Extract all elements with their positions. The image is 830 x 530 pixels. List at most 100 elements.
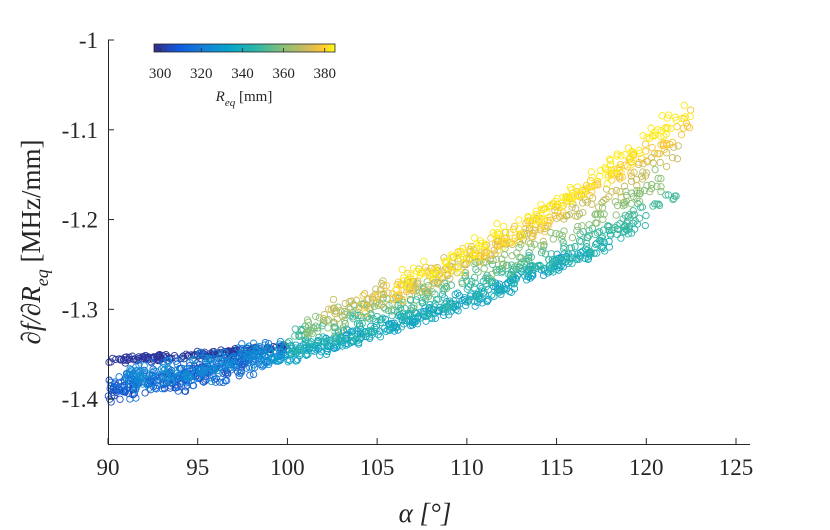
data-point xyxy=(243,344,251,352)
data-point xyxy=(560,227,568,235)
data-point xyxy=(591,211,599,219)
data-point xyxy=(331,324,339,332)
data-point xyxy=(585,251,594,259)
data-point xyxy=(654,174,662,183)
data-point xyxy=(541,264,549,273)
data-point xyxy=(228,359,236,368)
data-point xyxy=(529,230,538,238)
data-point xyxy=(438,282,446,290)
data-point xyxy=(234,344,242,352)
y-tick-label: -1.3 xyxy=(62,297,98,322)
data-point xyxy=(621,151,629,159)
data-point xyxy=(671,192,679,200)
data-point xyxy=(647,124,655,132)
data-point xyxy=(440,284,448,293)
data-point xyxy=(204,357,212,365)
data-point xyxy=(553,194,561,203)
data-point xyxy=(499,260,508,268)
data-point xyxy=(191,355,199,364)
data-point xyxy=(164,356,172,365)
data-point xyxy=(528,266,537,274)
data-point xyxy=(651,165,659,174)
data-point xyxy=(493,229,502,237)
data-point xyxy=(173,369,181,377)
data-point xyxy=(116,386,124,394)
y-tick-label: -1.2 xyxy=(62,208,98,233)
data-point xyxy=(500,228,509,236)
data-point xyxy=(617,152,625,160)
data-point xyxy=(199,368,207,376)
data-point xyxy=(637,172,646,180)
data-point xyxy=(661,125,669,133)
data-point xyxy=(627,161,635,169)
data-point xyxy=(593,239,601,247)
data-point xyxy=(623,219,631,227)
data-point xyxy=(367,310,375,318)
data-point xyxy=(488,260,497,268)
data-point xyxy=(128,352,137,360)
data-point xyxy=(588,183,596,191)
data-point xyxy=(506,228,514,237)
data-point xyxy=(530,240,539,248)
data-point xyxy=(247,351,256,359)
data-point xyxy=(493,234,502,242)
data-point xyxy=(382,281,391,290)
data-point xyxy=(641,221,649,230)
data-point xyxy=(140,353,149,361)
data-point xyxy=(606,155,614,163)
data-point xyxy=(341,299,349,308)
data-point xyxy=(617,234,625,242)
data-point xyxy=(399,313,407,321)
data-point xyxy=(341,307,349,316)
data-point xyxy=(111,378,119,386)
data-point xyxy=(532,264,541,272)
data-point xyxy=(319,333,327,341)
data-point xyxy=(510,279,519,288)
data-point xyxy=(543,216,552,225)
data-point xyxy=(598,243,606,251)
data-point xyxy=(306,343,314,352)
data-point xyxy=(423,312,431,320)
data-point xyxy=(197,348,205,356)
data-point xyxy=(276,355,284,363)
data-point xyxy=(261,338,269,347)
data-point xyxy=(323,346,331,354)
data-point xyxy=(392,286,400,294)
data-point xyxy=(554,261,562,269)
data-point xyxy=(603,180,611,188)
data-point xyxy=(471,302,479,310)
data-point xyxy=(171,367,180,375)
data-point xyxy=(495,282,503,290)
data-point xyxy=(174,383,182,391)
data-point xyxy=(662,162,671,171)
data-point xyxy=(414,277,422,285)
data-point xyxy=(522,269,531,277)
data-point xyxy=(655,150,663,158)
data-point xyxy=(592,240,600,248)
data-point xyxy=(413,292,422,300)
data-point xyxy=(627,169,635,177)
data-point xyxy=(558,235,566,243)
data-point xyxy=(152,385,161,393)
data-point xyxy=(276,342,285,350)
data-point xyxy=(429,271,437,279)
data-point xyxy=(656,158,664,167)
data-point xyxy=(167,379,175,387)
data-point xyxy=(605,226,613,235)
data-point xyxy=(492,255,501,264)
data-point xyxy=(585,221,593,229)
data-point xyxy=(302,339,310,347)
data-point xyxy=(472,291,480,299)
data-point xyxy=(463,277,471,285)
data-point xyxy=(548,200,556,208)
data-point xyxy=(432,296,441,304)
data-point xyxy=(565,193,574,202)
data-point xyxy=(529,233,537,241)
data-point xyxy=(400,316,409,325)
data-point xyxy=(519,228,528,237)
data-point xyxy=(633,181,641,190)
x-axis-label: α [°] xyxy=(399,498,452,528)
data-point xyxy=(261,360,269,368)
data-point xyxy=(513,249,521,257)
data-point xyxy=(571,243,579,251)
